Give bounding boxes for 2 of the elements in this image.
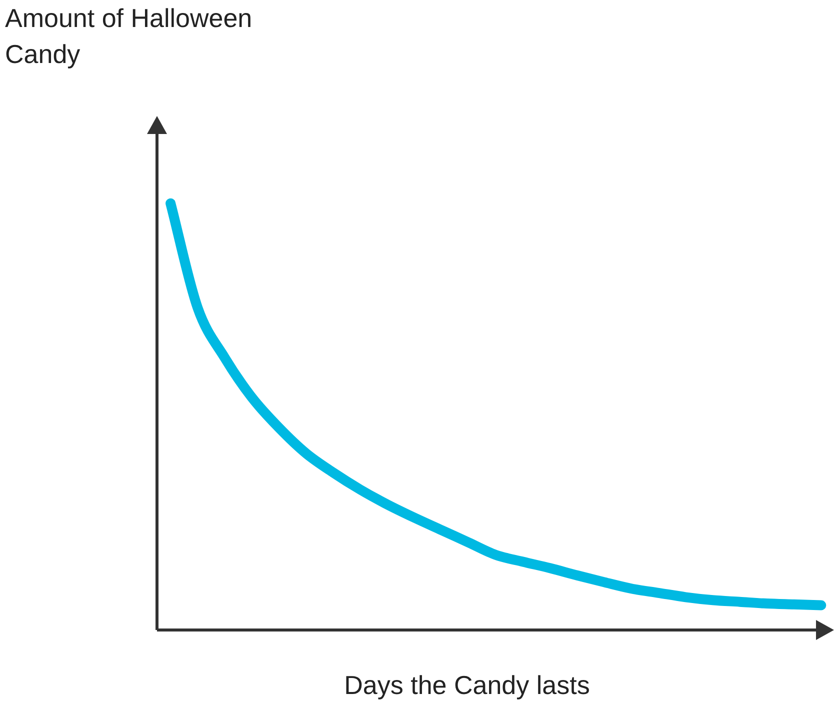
x-axis-title: Days the Candy lasts — [343, 670, 591, 701]
text: Amount of Halloween Candy — [5, 2, 254, 71]
